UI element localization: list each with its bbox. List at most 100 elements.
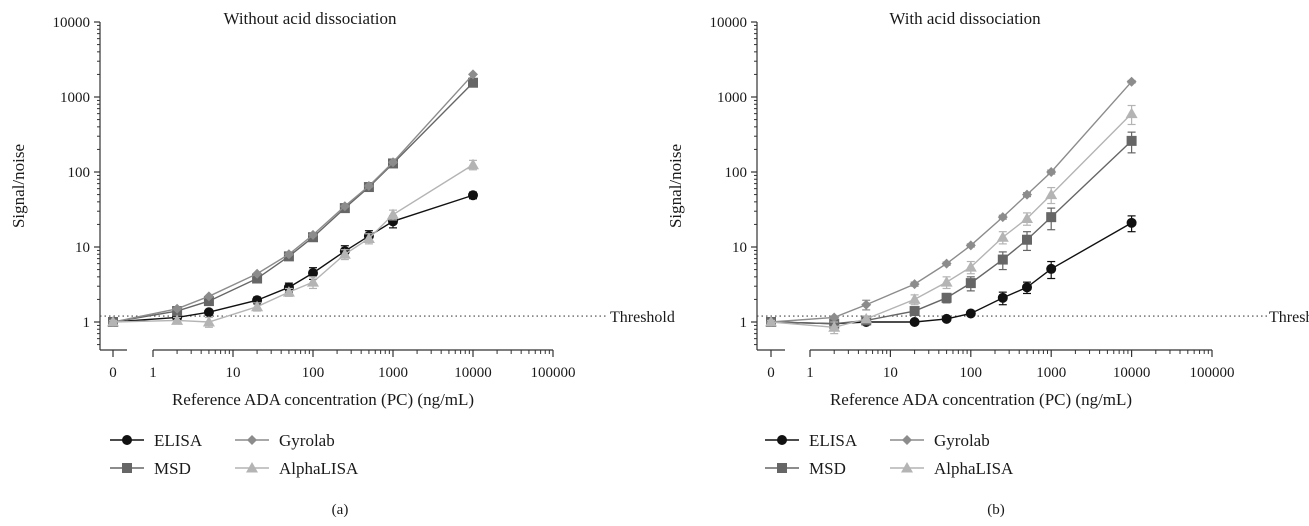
data-point — [388, 157, 398, 168]
legend-item-msd: MSD — [110, 459, 191, 478]
legend-label: AlphaLISA — [279, 459, 359, 478]
data-point — [1020, 212, 1033, 223]
data-point — [860, 312, 873, 324]
x-tick-label: 10 — [226, 365, 241, 381]
data-point — [997, 292, 1008, 303]
data-point — [363, 181, 374, 192]
data-point — [1045, 188, 1058, 200]
x-tick-label: 100000 — [1190, 365, 1235, 381]
y-tick-label: 100 — [68, 165, 91, 181]
data-point — [941, 313, 952, 324]
data-point — [964, 261, 977, 272]
y-tick-label: 10000 — [710, 15, 748, 31]
chart-title: With acid dissociation — [889, 9, 1041, 28]
legend-swatch-marker — [902, 435, 912, 445]
series-line — [770, 140, 1133, 325]
series-alphalisa — [765, 104, 1138, 335]
data-point — [282, 286, 295, 297]
legend-item-msd: MSD — [765, 459, 846, 478]
x-axis-label: Reference ADA concentration (PC) (ng/mL) — [830, 390, 1132, 409]
threshold-label: Threshold — [1269, 309, 1309, 326]
data-point — [283, 249, 294, 260]
series-line — [112, 194, 474, 323]
data-point — [996, 231, 1009, 242]
data-point — [338, 248, 351, 259]
data-point — [908, 293, 921, 304]
data-point — [468, 190, 478, 201]
data-point — [252, 268, 263, 279]
y-tick-label: 10 — [75, 240, 90, 256]
data-point — [909, 306, 920, 317]
series-gyrolab — [766, 76, 1137, 327]
data-point — [387, 208, 399, 220]
panel-label: (b) — [987, 502, 1005, 518]
data-point — [1126, 76, 1137, 87]
series-line — [112, 164, 474, 323]
legend-item-elisa: ELISA — [765, 431, 858, 450]
data-point — [829, 312, 840, 323]
data-point — [828, 321, 841, 332]
legend-swatch-marker — [777, 463, 787, 473]
x-tick-label: 1000 — [378, 365, 408, 381]
threshold-label: Threshold — [610, 309, 675, 326]
x-tick-label: 0 — [109, 365, 117, 381]
data-point — [965, 308, 976, 319]
data-point — [203, 307, 214, 318]
data-point — [941, 258, 952, 269]
legend-label: AlphaLISA — [934, 459, 1014, 478]
data-point — [171, 314, 184, 325]
legend-item-alphalisa: AlphaLISA — [235, 459, 359, 478]
legend-label: MSD — [809, 459, 846, 478]
legend-swatch-marker — [901, 462, 913, 473]
data-point — [251, 300, 264, 312]
data-point — [203, 291, 214, 302]
y-axis-label: Signal/noise — [9, 144, 28, 228]
legend-swatch-marker — [246, 462, 258, 473]
x-tick-label: 10000 — [1113, 365, 1151, 381]
data-point — [467, 158, 479, 170]
data-point — [940, 276, 953, 287]
data-point — [468, 69, 478, 80]
x-tick-label: 1 — [806, 365, 814, 381]
data-point — [1021, 189, 1032, 200]
x-tick-label: 10000 — [454, 365, 492, 381]
x-tick-label: 100 — [960, 365, 983, 381]
data-point — [172, 303, 183, 314]
legend-item-gyrolab: Gyrolab — [235, 431, 335, 450]
data-point — [107, 316, 119, 327]
data-point — [909, 279, 920, 290]
legend-label: ELISA — [154, 431, 203, 450]
legend-label: ELISA — [809, 431, 858, 450]
data-point — [339, 201, 350, 212]
data-point — [941, 292, 952, 303]
y-tick-label: 10000 — [53, 15, 91, 31]
x-tick-label: 1 — [149, 365, 157, 381]
y-axis-label: Signal/noise — [666, 144, 685, 228]
series-elisa — [766, 215, 1137, 329]
y-tick-label: 1 — [83, 315, 91, 331]
data-point — [1125, 107, 1138, 119]
series-alphalisa — [107, 158, 479, 328]
legend-swatch-marker — [122, 463, 132, 473]
series-line — [770, 113, 1133, 329]
data-point — [202, 316, 215, 327]
data-point — [1126, 217, 1137, 228]
x-tick-label: 100000 — [531, 365, 576, 381]
series-line — [770, 222, 1132, 325]
y-tick-label: 1000 — [60, 90, 90, 106]
data-point — [965, 240, 976, 251]
legend-item-gyrolab: Gyrolab — [890, 431, 990, 450]
legend-label: Gyrolab — [279, 431, 335, 450]
legend-label: Gyrolab — [934, 431, 990, 450]
data-point — [997, 212, 1008, 223]
panel-label: (a) — [332, 502, 349, 518]
x-tick-label: 0 — [767, 365, 775, 381]
legend-swatch-marker — [122, 435, 132, 445]
legend-label: MSD — [154, 459, 191, 478]
data-point — [861, 299, 872, 310]
x-axis-label: Reference ADA concentration (PC) (ng/mL) — [172, 390, 474, 409]
data-point — [308, 268, 318, 279]
legend-swatch-marker — [777, 435, 787, 445]
y-tick-label: 1000 — [717, 90, 747, 106]
